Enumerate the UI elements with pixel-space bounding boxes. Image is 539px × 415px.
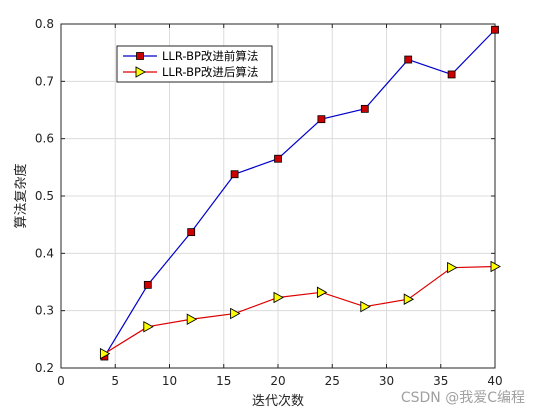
- watermark: CSDN @我爱C编程: [401, 390, 525, 406]
- data-point: [187, 228, 196, 237]
- data-point: [404, 55, 413, 64]
- x-tick-label: 40: [487, 374, 502, 388]
- data-point: [491, 25, 499, 34]
- y-tick-label: 0.7: [35, 74, 54, 88]
- data-point: [273, 291, 284, 304]
- data-point: [317, 115, 326, 124]
- x-tick-label: 35: [433, 374, 448, 388]
- x-tick-label: 15: [216, 374, 231, 388]
- series-line: [104, 265, 496, 355]
- legend-entry: LLR-BP改进前算法: [123, 49, 258, 63]
- y-axis-ticks: 0.2 0.3 0.4 0.5 0.6 0.7 0.8: [35, 17, 495, 375]
- legend-label: LLR-BP改进前算法: [162, 49, 258, 63]
- y-tick-label: 0.6: [35, 132, 54, 146]
- data-point: [99, 347, 111, 360]
- y-axis-label: 算法复杂度: [13, 163, 29, 228]
- legend-marker: [136, 52, 144, 60]
- series-layer: [99, 25, 501, 361]
- data-point: [447, 261, 458, 274]
- legend-box: [116, 45, 273, 83]
- x-tick-label: 5: [111, 374, 119, 388]
- series-2: [99, 260, 501, 360]
- legend: LLR-BP改进前算法 LLR-BP改进后算法: [116, 45, 273, 83]
- data-point: [360, 300, 371, 313]
- data-point: [230, 170, 239, 179]
- data-point: [186, 313, 198, 326]
- data-point: [230, 307, 241, 320]
- x-tick-label: 0: [57, 374, 65, 388]
- x-tick-label: 20: [270, 374, 285, 388]
- x-tick-label: 30: [379, 374, 394, 388]
- data-point: [360, 104, 369, 113]
- data-point: [490, 260, 501, 273]
- y-tick-label: 0.5: [35, 189, 54, 203]
- y-tick-label: 0.8: [35, 17, 54, 31]
- y-tick-label: 0.4: [35, 246, 54, 260]
- data-point: [274, 154, 282, 163]
- legend-label: LLR-BP改进后算法: [162, 65, 258, 79]
- y-tick-label: 0.3: [35, 304, 54, 318]
- data-point: [403, 293, 415, 305]
- x-tick-label: 25: [325, 374, 340, 388]
- series-line: [103, 29, 496, 357]
- x-tick-label: 10: [162, 374, 177, 388]
- data-point: [143, 280, 152, 289]
- data-point: [316, 286, 328, 299]
- data-point: [143, 320, 154, 333]
- x-axis-label: 迭代次数: [252, 393, 304, 409]
- legend-entry: LLR-BP改进后算法: [123, 65, 258, 79]
- y-tick-label: 0.2: [35, 361, 54, 375]
- data-point: [447, 70, 456, 79]
- x-axis-ticks: 0 5 10 15 20 25 30 35 40: [57, 24, 503, 388]
- legend-marker: [135, 66, 146, 78]
